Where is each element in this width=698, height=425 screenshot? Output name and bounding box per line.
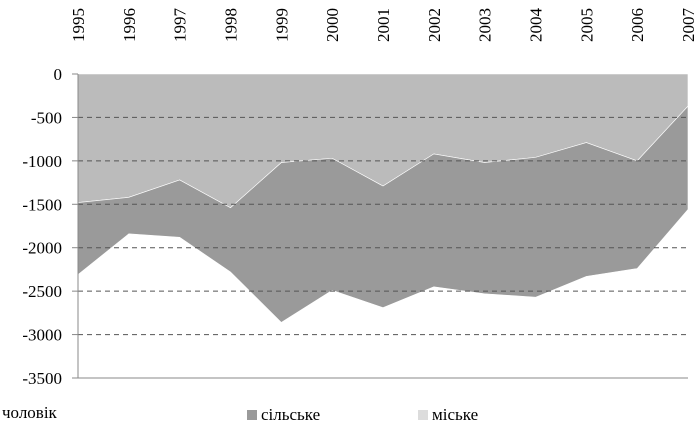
x-tick-label: 2002 bbox=[425, 8, 444, 42]
y-tick-label: -1000 bbox=[22, 152, 62, 171]
x-tick-label: 2004 bbox=[527, 8, 546, 43]
x-tick-label: 1995 bbox=[69, 8, 88, 42]
unit-label: чоловік bbox=[2, 403, 58, 422]
x-tick-label: 2005 bbox=[577, 8, 596, 42]
y-tick-label: -1500 bbox=[22, 195, 62, 214]
x-tick-label: 1999 bbox=[272, 8, 291, 42]
y-tick-label: -2500 bbox=[22, 282, 62, 301]
x-tick-label: 1996 bbox=[120, 8, 139, 42]
legend-label: міське bbox=[432, 405, 478, 424]
x-tick-label: 1998 bbox=[222, 8, 241, 42]
legend-swatch bbox=[418, 410, 428, 420]
x-tick-label: 2000 bbox=[323, 8, 342, 42]
legend-label: сільське bbox=[261, 405, 320, 424]
x-tick-label: 2006 bbox=[628, 8, 647, 42]
y-tick-label: -3000 bbox=[22, 326, 62, 345]
x-tick-label: 2007 bbox=[679, 8, 698, 43]
x-tick-label: 1997 bbox=[171, 8, 190, 43]
x-tick-label: 2001 bbox=[374, 8, 393, 42]
y-tick-label: -500 bbox=[31, 108, 62, 127]
y-tick-label: -2000 bbox=[22, 239, 62, 258]
y-tick-label: -3500 bbox=[22, 369, 62, 388]
x-tick-label: 2003 bbox=[476, 8, 495, 42]
y-tick-label: 0 bbox=[54, 65, 63, 84]
legend-swatch bbox=[247, 410, 257, 420]
